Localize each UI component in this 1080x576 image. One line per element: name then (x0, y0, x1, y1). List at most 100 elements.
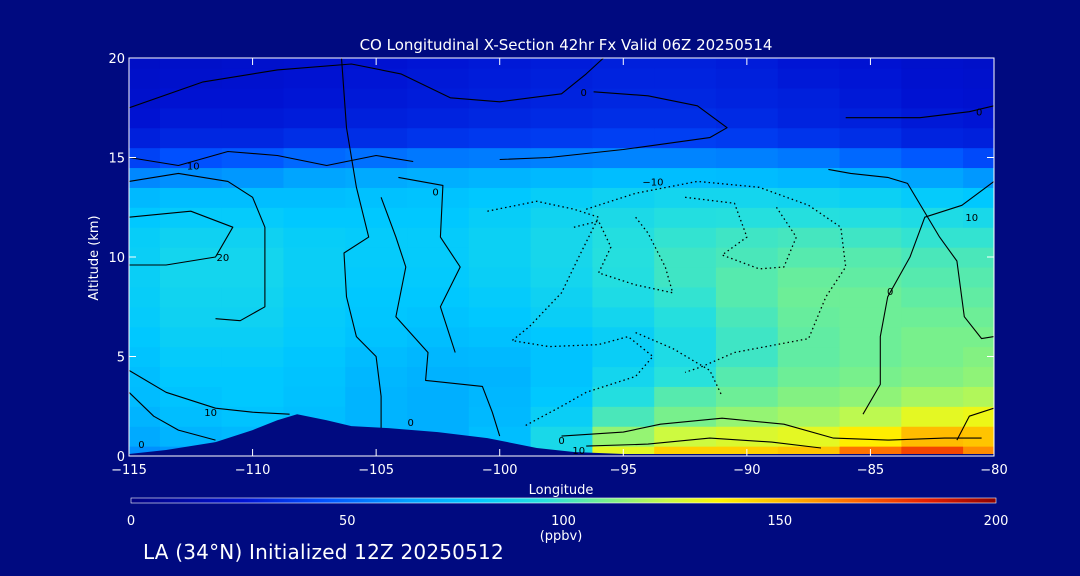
heatmap-cell (901, 247, 964, 268)
contour-line (828, 168, 994, 340)
heatmap-cell (592, 227, 655, 248)
y-axis: 0 5 10 15 20 (108, 52, 994, 465)
contour-label: 10 (187, 162, 200, 173)
heatmap-cell (654, 446, 717, 456)
colorbar-units: (ppbv) (540, 529, 583, 544)
heatmap-cell (283, 266, 346, 288)
heatmap-cell (530, 326, 593, 348)
heatmap-cell (283, 306, 346, 328)
heatmap-cell (407, 147, 470, 169)
heatmap-cell (407, 366, 470, 387)
heatmap-cell (715, 147, 779, 169)
heatmap-cell (963, 386, 994, 407)
heatmap-cell (592, 426, 655, 447)
heatmap-cell (345, 326, 408, 348)
heatmap-cell (129, 87, 161, 109)
heatmap-cell (283, 127, 346, 149)
heatmap-cell (159, 266, 223, 288)
heatmap-cell (901, 107, 964, 129)
heatmap-cell (407, 67, 470, 89)
x-axis: −115 −110 −105 −100 −95 −90 −85 −80 (111, 58, 1008, 478)
heatmap-cell (777, 286, 841, 308)
heatmap-cell (901, 167, 964, 188)
heatmap-cell (468, 127, 532, 149)
heatmap-cell (654, 366, 717, 387)
heatmap-cell (963, 147, 994, 169)
heatmap-cell (654, 167, 717, 188)
heatmap-cell (530, 386, 593, 407)
heatmap-cell (963, 127, 994, 149)
y-tick-label: 0 (117, 450, 125, 465)
heatmap-cell (468, 67, 532, 89)
heatmap-cell (283, 286, 346, 308)
contour-label: 0 (887, 287, 893, 298)
heatmap-cell (592, 147, 655, 169)
x-tick-label: −115 (111, 463, 147, 478)
colorbar-ticks: 0 50 100 150 200 (127, 514, 1009, 529)
heatmap-cell (715, 386, 779, 407)
heatmap-cell (159, 247, 223, 268)
heatmap-cell (129, 426, 161, 447)
heatmap-cell (592, 87, 655, 109)
heatmap-cell (159, 107, 223, 129)
heatmap-cell (963, 426, 994, 447)
heatmap-cell (221, 406, 285, 427)
heatmap-cell (715, 167, 779, 188)
heatmap-cell (963, 58, 994, 69)
contour-line (129, 172, 266, 322)
heatmap-cell (530, 366, 593, 387)
x-tick-label: −85 (857, 463, 884, 478)
heatmap-cell (468, 107, 532, 129)
heatmap-cell (777, 127, 841, 149)
heatmap-cell (654, 207, 717, 228)
heatmap-cell (159, 187, 223, 208)
heatmap-cell (345, 127, 408, 149)
negative-contour-line (685, 196, 797, 270)
heatmap-cell (592, 127, 655, 149)
contour-line (340, 58, 382, 429)
heatmap-cell (839, 167, 902, 188)
heatmap-cell (901, 386, 964, 407)
heatmap-cell (654, 346, 717, 368)
heatmap-cell (715, 286, 779, 308)
contour-label: 0 (138, 440, 144, 451)
negative-contour-line (487, 200, 654, 427)
heatmap-cell (592, 346, 655, 368)
heatmap-cell (901, 266, 964, 288)
heatmap-cell (407, 87, 470, 109)
colorbar (130, 497, 997, 504)
heatmap-cell (715, 127, 779, 149)
heatmap-cell (159, 67, 223, 89)
x-tick-label: −110 (235, 463, 271, 478)
heatmap-cell (468, 386, 532, 407)
heatmap-cell (530, 187, 593, 208)
heatmap-cell (839, 306, 902, 328)
heatmap-cell (468, 266, 532, 288)
contour-label: 10 (965, 213, 978, 224)
heatmap-cell (839, 326, 902, 348)
heatmap-cell (777, 446, 841, 456)
heatmap-cell (777, 207, 841, 228)
heatmap-cell (468, 286, 532, 308)
heatmap-cell (283, 58, 346, 69)
heatmap-cell (530, 247, 593, 268)
x-tick-label: −90 (733, 463, 760, 478)
heatmap-cell (468, 247, 532, 268)
heatmap-cell (715, 346, 779, 368)
heatmap-cell (407, 386, 470, 407)
heatmap-cell (129, 187, 161, 208)
heatmap-cell (777, 366, 841, 387)
heatmap-cell (159, 406, 223, 427)
heatmap-cell (407, 127, 470, 149)
heatmap-cell (345, 187, 408, 208)
heatmap-cell (530, 58, 593, 69)
y-tick-label: 15 (108, 152, 125, 167)
heatmap-cell (715, 207, 779, 228)
heatmap-cell (839, 207, 902, 228)
heatmap-cell (129, 346, 161, 368)
terrain-mask (129, 414, 994, 457)
heatmap-cell (592, 326, 655, 348)
heatmap-cell (777, 346, 841, 368)
heatmap-cell (839, 147, 902, 169)
